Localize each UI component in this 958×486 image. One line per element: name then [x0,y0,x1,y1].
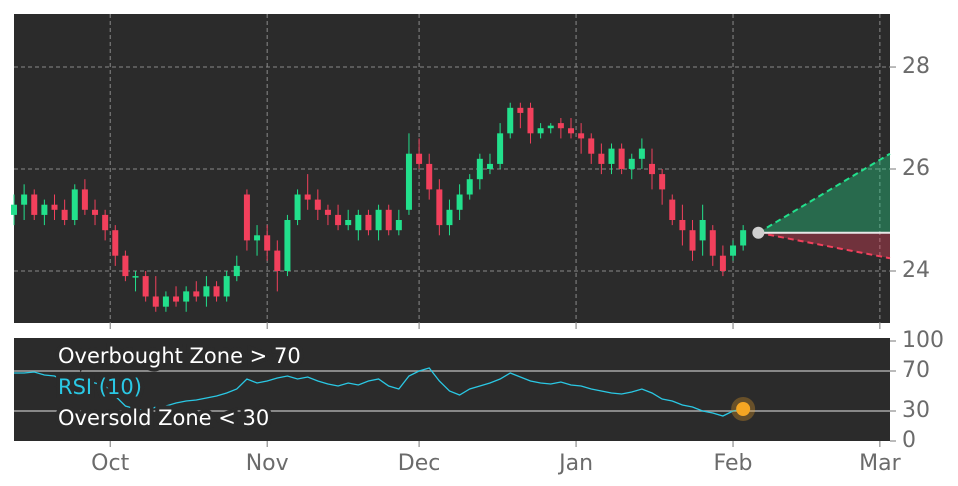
candle-body [709,230,716,256]
x-tick-label: Dec [398,451,441,476]
candle-body [81,189,88,210]
candle-body [233,265,240,277]
candle-body [132,276,139,278]
x-tick-label: Feb [714,451,753,476]
last-price-dot [752,226,765,239]
candle-body [294,194,301,220]
candle-body [486,163,493,170]
candle-body [314,199,321,210]
candle-body [618,148,625,170]
candle-body [51,204,58,210]
legend-label: RSI (10) [58,375,142,399]
rsi-panel [14,338,890,441]
candle-body [659,174,666,190]
candle-body [173,296,180,302]
y-tick-label: 70 [902,358,930,383]
candle-body [112,230,119,256]
candle-body [21,194,28,205]
candle-body [254,235,261,241]
projection-upper [757,152,891,234]
candle-body [608,148,615,164]
candle-body [426,163,433,190]
candle-body [598,153,605,164]
candle-body [284,220,291,271]
candle-body [719,255,726,271]
y-tick-label: 24 [902,258,930,283]
candle-body [679,220,686,231]
candle-body [547,125,554,129]
candle-body [264,235,271,251]
candle-body [324,209,331,215]
candle-body [102,214,109,231]
candle-body [588,138,595,154]
candle-body [669,199,676,220]
candle-body [567,128,574,134]
candle-body [517,107,524,113]
candle-body [71,189,78,220]
candle-body [213,286,220,297]
y-tick-label: 26 [902,156,930,181]
projection-up-area [758,153,890,233]
candle-body [436,189,443,226]
candle-body [355,214,362,231]
y-tick-label: 28 [902,54,930,79]
candle-body [628,158,635,170]
candle-body [497,133,504,164]
candle-body [649,163,656,175]
candle-body [274,250,281,271]
candle-body [416,153,423,164]
candle-body [345,220,352,226]
candle-body [446,209,453,226]
candle-body [578,133,585,139]
candle-body [385,209,392,231]
candle-body [507,107,514,134]
candle-body [476,158,483,180]
zone-annotation: Oversold Zone < 30 [58,406,269,430]
candle-body [689,230,696,251]
candle-body [61,209,68,220]
candle-body [304,194,311,200]
x-tick-label: Jan [557,451,593,476]
x-tick-label: Nov [246,451,289,476]
candle-body [142,276,149,297]
candle-body [335,214,342,226]
y-tick-label: 100 [902,328,944,353]
candle-body [557,123,564,129]
candle-body [740,230,747,246]
candle-body [152,296,159,307]
candle-body [730,245,737,256]
candle-body [527,107,534,134]
projection-lower [758,231,891,260]
y-tick-label: 0 [902,428,916,453]
y-tick-label: 30 [902,398,930,423]
candle-body [699,220,706,241]
candle-body [162,296,169,307]
candle-body [31,194,38,215]
candle-body [466,179,473,195]
rsi-line [14,367,744,417]
candle-body [365,214,372,231]
candle-body [395,220,402,231]
candle-body [456,194,463,210]
candle-body [41,204,48,215]
candle-body [537,128,544,134]
candle-body [92,209,99,215]
candle-body [375,209,382,231]
candle-body [122,255,129,277]
x-tick-label: Oct [91,451,129,476]
candle-body [183,291,190,302]
candle-body [243,194,250,241]
candle-body [203,286,210,297]
candle-body [193,291,200,297]
rsi-last-dot [736,402,751,416]
price-panel [14,14,890,323]
zone-annotation: Overbought Zone > 70 [58,344,301,368]
candle-body [638,148,645,159]
x-tick-label: Mar [859,451,901,476]
candle-body [405,153,412,210]
candle-body [11,204,17,215]
candle-body [223,276,230,297]
